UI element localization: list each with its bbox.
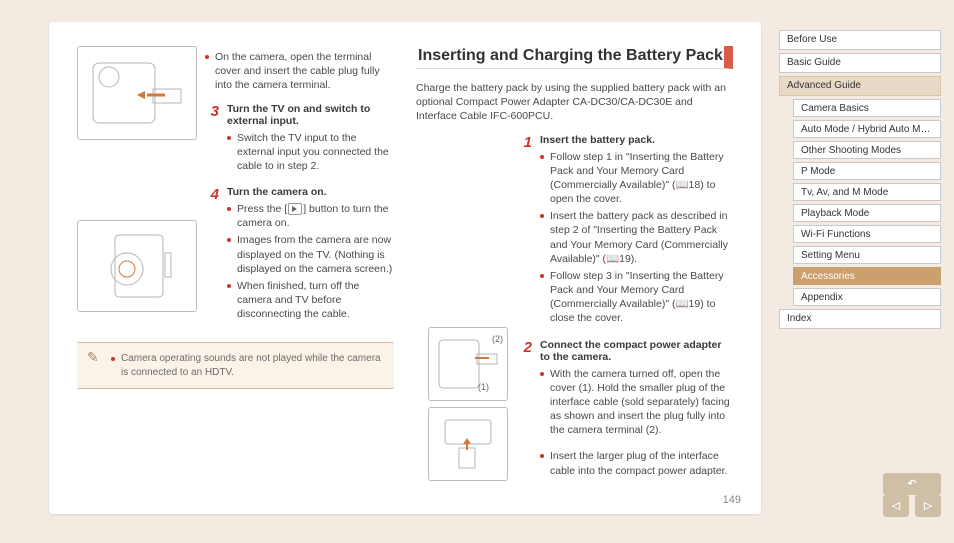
annotation-1: (1) [478,382,489,392]
next-page-button[interactable]: ▷ [915,495,941,517]
section-intro: Charge the battery pack by using the sup… [416,81,733,124]
bullet-text: When finished, turn off the camera and T… [227,279,394,322]
step-number: 2 [518,339,532,481]
note-text: Camera operating sounds are not played w… [111,352,386,379]
bullet-text: Press the [] button to turn the camera o… [227,202,394,230]
manual-page: On the camera, open the terminal cover a… [49,22,761,514]
step-number: 1 [518,134,532,329]
nav-item[interactable]: Setting Menu [793,246,941,264]
nav-item[interactable]: Auto Mode / Hybrid Auto Mode [793,120,941,138]
section-heading: Inserting and Charging the Battery Pack [416,46,733,69]
prev-page-button[interactable]: ◁ [883,495,909,517]
bullet-text: Switch the TV input to the external inpu… [227,131,394,174]
bullet-text: On the camera, open the terminal cover a… [205,50,394,93]
prev-icon: ◁ [892,501,900,512]
illustration-adapter-camera: (2) (1) [428,327,508,401]
return-button[interactable]: ↶ [883,473,941,495]
step-4: 4 Turn the camera on. Press the [] butto… [205,186,394,324]
step-2: 2 Connect the compact power adapter to t… [518,339,733,481]
page-nav-buttons: ◁ ▷ [883,495,941,517]
step-title: Connect the compact power adapter to the… [540,339,733,363]
nav-item[interactable]: Tv, Av, and M Mode [793,183,941,201]
step-title: Turn the camera on. [227,186,394,198]
step-number: 3 [205,103,219,177]
illustration-adapter-plug [428,407,508,481]
right-column: Inserting and Charging the Battery Pack … [416,46,733,500]
bullet-text: Insert the larger plug of the interface … [540,449,733,477]
nav-item[interactable]: Advanced Guide [779,76,941,96]
playback-icon [288,203,302,215]
left-column: On the camera, open the terminal cover a… [77,46,394,500]
bullet-text: Insert the battery pack as described in … [540,209,733,266]
bullet-text: With the camera turned off, open the cov… [540,367,733,438]
step-title: Insert the battery pack. [540,134,733,146]
nav-item[interactable]: Basic Guide [779,53,941,73]
nav-item[interactable]: Appendix [793,288,941,306]
nav-item[interactable]: Accessories [793,267,941,285]
nav-item[interactable]: Index [779,309,941,329]
next-icon: ▷ [924,501,932,512]
nav-item[interactable]: P Mode [793,162,941,180]
nav-item[interactable]: Wi-Fi Functions [793,225,941,243]
step-title: Turn the TV on and switch to external in… [227,103,394,127]
page-number: 149 [723,494,741,506]
return-icon: ↶ [908,479,917,490]
illustration-camera-side [77,220,197,312]
step-1: 1 Insert the battery pack. Follow step 1… [518,134,733,329]
step-3: 3 Turn the TV on and switch to external … [205,103,394,177]
bullet-text: Follow step 1 in "Inserting the Battery … [540,150,733,207]
sidebar-nav: Before Use Basic Guide Advanced Guide Camer… [779,30,941,332]
nav-item[interactable]: Playback Mode [793,204,941,222]
intro-bullets-left: On the camera, open the terminal cover a… [205,50,394,93]
illustration-camera-terminal [77,46,197,140]
nav-item[interactable]: Before Use [779,30,941,50]
nav-item[interactable]: Camera Basics [793,99,941,117]
annotation-2: (2) [492,334,503,344]
step-number: 4 [205,186,219,324]
nav-item[interactable]: Other Shooting Modes [793,141,941,159]
bullet-text: Images from the camera are now displayed… [227,233,394,276]
bullet-text: Follow step 3 in "Inserting the Battery … [540,269,733,326]
note-box: Camera operating sounds are not played w… [77,342,394,389]
